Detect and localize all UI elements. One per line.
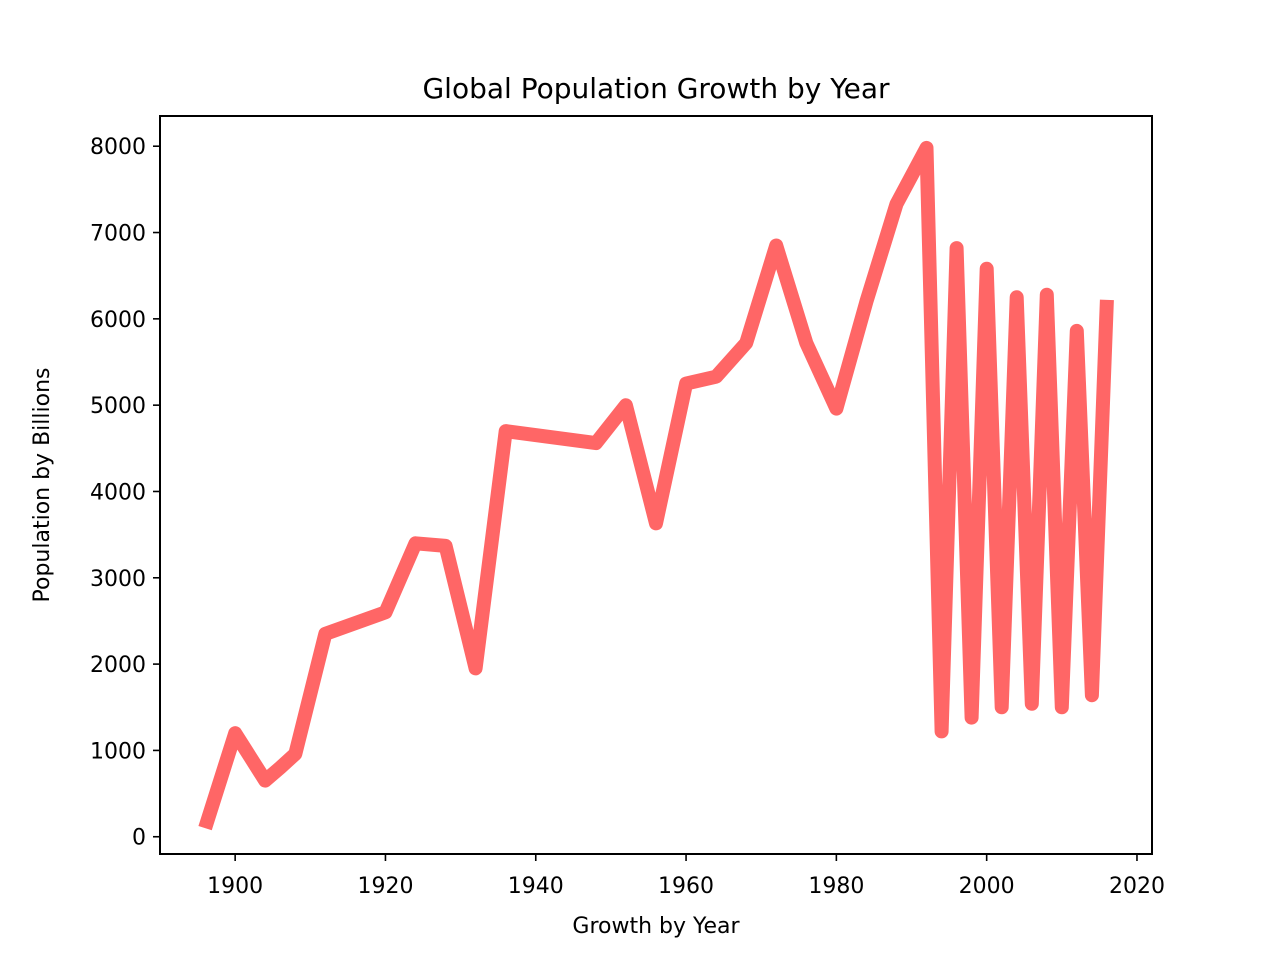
y-tick-label: 1000: [90, 739, 146, 764]
y-tick-label: 5000: [90, 394, 146, 419]
x-tick-label: 1980: [808, 874, 864, 899]
y-tick-label: 3000: [90, 567, 146, 592]
x-axis: 1900 1920 1940 1960 1980 2000 2020: [207, 854, 1165, 899]
chart-title: Global Population Growth by Year: [422, 72, 889, 105]
y-tick-label: 0: [132, 826, 146, 851]
y-tick-label: 4000: [90, 480, 146, 505]
x-tick-label: 1900: [207, 874, 263, 899]
x-tick-label: 1960: [658, 874, 714, 899]
series-layer: [198, 140, 1114, 831]
x-axis-label: Growth by Year: [572, 914, 740, 939]
x-tick-label: 2000: [959, 874, 1015, 899]
y-axis: 0 1000 2000 3000 4000 5000 6000 7000 8000: [90, 135, 160, 851]
x-tick-label: 1920: [357, 874, 413, 899]
y-tick-label: 8000: [90, 135, 146, 160]
plot-frame: [159, 115, 1153, 855]
y-tick-label: 6000: [90, 308, 146, 333]
y-tick-label: 7000: [90, 222, 146, 247]
y-axis-label: Population by Billions: [30, 368, 55, 603]
x-tick-label: 2020: [1109, 874, 1165, 899]
y-tick-label: 2000: [90, 653, 146, 678]
x-tick-label: 1940: [508, 874, 564, 899]
series-line: [198, 140, 1114, 831]
